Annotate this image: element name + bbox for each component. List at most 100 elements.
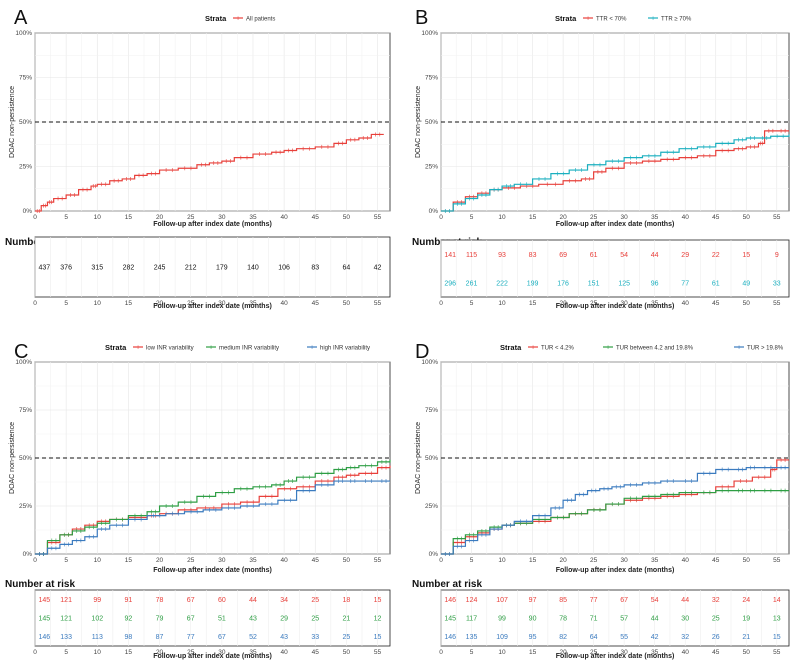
risk-count: 49 (742, 280, 750, 287)
y-tick-label: 75% (19, 75, 32, 82)
risk-count: 77 (681, 280, 689, 287)
y-tick-label: 50% (19, 119, 32, 126)
risk-count: 67 (218, 634, 226, 641)
risk-table-title: Number at risk (5, 579, 75, 590)
risk-count: 32 (681, 634, 689, 641)
legend-title: Strata (105, 343, 127, 352)
y-tick-label: 100% (15, 30, 32, 37)
risk-count: 51 (218, 616, 226, 623)
legend-key-plus: + (651, 16, 655, 23)
risk-x-tick-label: 10 (94, 300, 102, 307)
risk-count: 91 (125, 597, 133, 604)
panel-b: B Strata + TTR < 70% + TTR ≥ 70% 0% 25% 50% 75% 10… (412, 7, 790, 310)
legend-item: high INR variability (320, 346, 370, 352)
y-axis-title: DOAC non-persistence (9, 86, 16, 158)
risk-x-tick-label: 10 (498, 649, 506, 656)
risk-count: 145 (38, 597, 50, 604)
x-tick-label: 0 (439, 557, 443, 564)
risk-count: 296 (444, 280, 456, 287)
risk-count: 33 (773, 280, 781, 287)
risk-count: 141 (444, 252, 456, 259)
risk-count: 124 (466, 597, 478, 604)
risk-x-tick-label: 5 (64, 300, 68, 307)
risk-count: 26 (712, 634, 720, 641)
risk-x-tick-label: 55 (374, 300, 382, 307)
y-tick-label: 25% (425, 503, 438, 510)
x-tick-label: 10 (94, 214, 102, 221)
legend-item: TTR < 70% (596, 17, 627, 23)
risk-count: 55 (620, 634, 628, 641)
risk-x-tick-label: 20 (559, 649, 567, 656)
x-tick-label: 35 (249, 214, 257, 221)
risk-count: 113 (92, 634, 103, 641)
risk-count: 99 (498, 616, 506, 623)
risk-count: 21 (343, 616, 351, 623)
risk-count: 52 (249, 634, 257, 641)
x-tick-label: 45 (312, 557, 320, 564)
x-tick-label: 45 (712, 557, 720, 564)
risk-count: 61 (712, 280, 720, 287)
legend-key-plus: + (136, 345, 140, 352)
risk-count: 18 (343, 597, 351, 604)
risk-count: 90 (529, 616, 537, 623)
risk-count: 13 (773, 616, 781, 623)
x-tick-label: 35 (651, 214, 659, 221)
risk-count: 437 (38, 265, 50, 272)
y-tick-label: 50% (19, 455, 32, 462)
risk-count: 212 (185, 265, 197, 272)
risk-count: 64 (343, 265, 351, 272)
y-tick-label: 0% (23, 551, 33, 558)
risk-x-tick-label: 15 (125, 300, 133, 307)
y-tick-label: 25% (19, 164, 32, 171)
risk-x-tick-label: 20 (156, 649, 164, 656)
panel-letter: C (14, 341, 28, 363)
risk-count: 54 (620, 252, 628, 259)
risk-count: 97 (529, 597, 537, 604)
risk-count: 146 (38, 634, 50, 641)
risk-count: 71 (590, 616, 598, 623)
risk-count: 245 (154, 265, 166, 272)
risk-count: 30 (681, 616, 689, 623)
legend-title: Strata (205, 14, 227, 23)
risk-count: 261 (466, 280, 478, 287)
risk-count: 32 (712, 597, 720, 604)
risk-x-tick-label: 5 (64, 649, 68, 656)
x-tick-label: 20 (156, 557, 164, 564)
risk-count: 93 (498, 252, 506, 259)
risk-x-tick-label: 45 (312, 300, 320, 307)
x-tick-label: 0 (33, 214, 37, 221)
legend-title: Strata (500, 343, 522, 352)
risk-count: 145 (444, 616, 456, 623)
legend-key-plus: + (310, 345, 314, 352)
y-tick-label: 25% (425, 164, 438, 171)
x-tick-label: 45 (712, 214, 720, 221)
x-tick-label: 50 (743, 557, 751, 564)
risk-count: 25 (311, 597, 319, 604)
risk-x-tick-label: 50 (743, 300, 751, 307)
risk-x-tick-label: 25 (187, 300, 195, 307)
legend-key-plus: + (586, 16, 590, 23)
risk-x-tick-label: 20 (559, 300, 567, 307)
x-tick-label: 15 (125, 557, 133, 564)
risk-count: 60 (218, 597, 226, 604)
risk-count: 25 (343, 634, 351, 641)
risk-x-tick-label: 15 (529, 300, 537, 307)
risk-count: 57 (620, 616, 628, 623)
x-tick-label: 5 (470, 214, 474, 221)
risk-x-tick-label: 35 (651, 300, 659, 307)
risk-count: 121 (60, 597, 72, 604)
risk-x-tick-label: 0 (33, 649, 37, 656)
risk-x-tick-label: 55 (374, 649, 382, 656)
x-tick-label: 50 (343, 557, 351, 564)
risk-count: 24 (742, 597, 750, 604)
risk-x-tick-label: 35 (249, 649, 257, 656)
risk-count: 133 (60, 634, 72, 641)
km-curve (441, 134, 790, 212)
x-axis-title: Follow-up after index date (months) (556, 221, 675, 228)
panel-letter: D (415, 341, 429, 363)
risk-count: 222 (496, 280, 508, 287)
risk-x-tick-label: 5 (470, 649, 474, 656)
y-tick-label: 50% (425, 455, 438, 462)
legend-item: TUR < 4.2% (541, 346, 575, 352)
